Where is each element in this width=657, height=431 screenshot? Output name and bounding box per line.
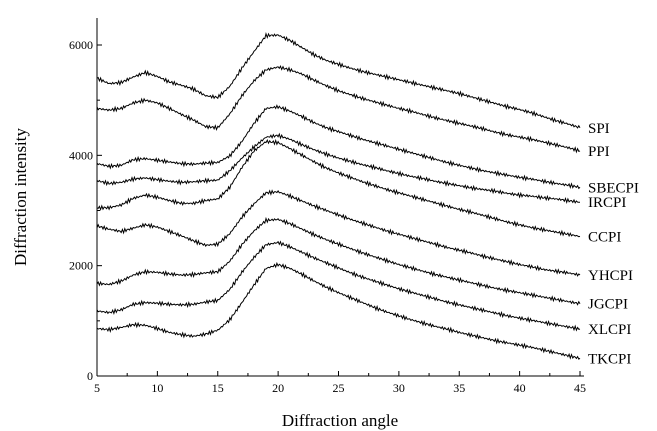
series-line-xlcpi (96, 240, 581, 332)
x-axis-title: Diffraction angle (282, 411, 398, 430)
x-axis-ticks: 5 10 15 20 25 30 35 40 45 (94, 371, 586, 395)
series-label-ppi: PPI (588, 144, 610, 160)
series-line-ircpi (96, 132, 581, 205)
y-axis-title: Diffraction intensity (11, 127, 30, 266)
series-label-spi: SPI (588, 121, 610, 137)
series-label-tkcpi: TKCPI (588, 351, 631, 367)
series-label-jgcpi: JGCPI (588, 297, 628, 313)
series-line-ccpi (96, 138, 581, 238)
x-tick-label: 15 (212, 381, 224, 395)
x-tick-label: 40 (514, 381, 526, 395)
x-tick-label: 5 (94, 381, 100, 395)
series-label-ircpi: IRCPI (588, 195, 626, 211)
y-tick-label: 2000 (69, 259, 93, 273)
series-label-ccpi: CCPI (588, 229, 621, 245)
x-tick-label: 35 (453, 381, 465, 395)
y-tick-label: 6000 (69, 38, 93, 52)
series-label-sbecpi: SBECPI (588, 180, 639, 196)
x-tick-label: 45 (574, 381, 586, 395)
x-tick-label: 30 (393, 381, 405, 395)
series-line-tkcpi (96, 261, 581, 360)
y-tick-label: 0 (87, 369, 93, 383)
series-lines (96, 32, 581, 360)
x-tick-label: 10 (151, 381, 163, 395)
series-line-spi (96, 32, 581, 129)
series-line-yhcpi (96, 189, 581, 277)
x-tick-label: 20 (272, 381, 284, 395)
x-tick-label: 25 (333, 381, 345, 395)
series-label-yhcpi: YHCPI (588, 268, 633, 284)
series-line-ppi (96, 65, 581, 154)
series-label-xlcpi: XLCPI (588, 322, 631, 338)
y-tick-label: 4000 (69, 148, 93, 162)
series-line-sbecpi (96, 104, 581, 190)
series-line-jgcpi (96, 216, 581, 306)
y-axis-ticks: 0 2000 4000 6000 (69, 38, 102, 383)
